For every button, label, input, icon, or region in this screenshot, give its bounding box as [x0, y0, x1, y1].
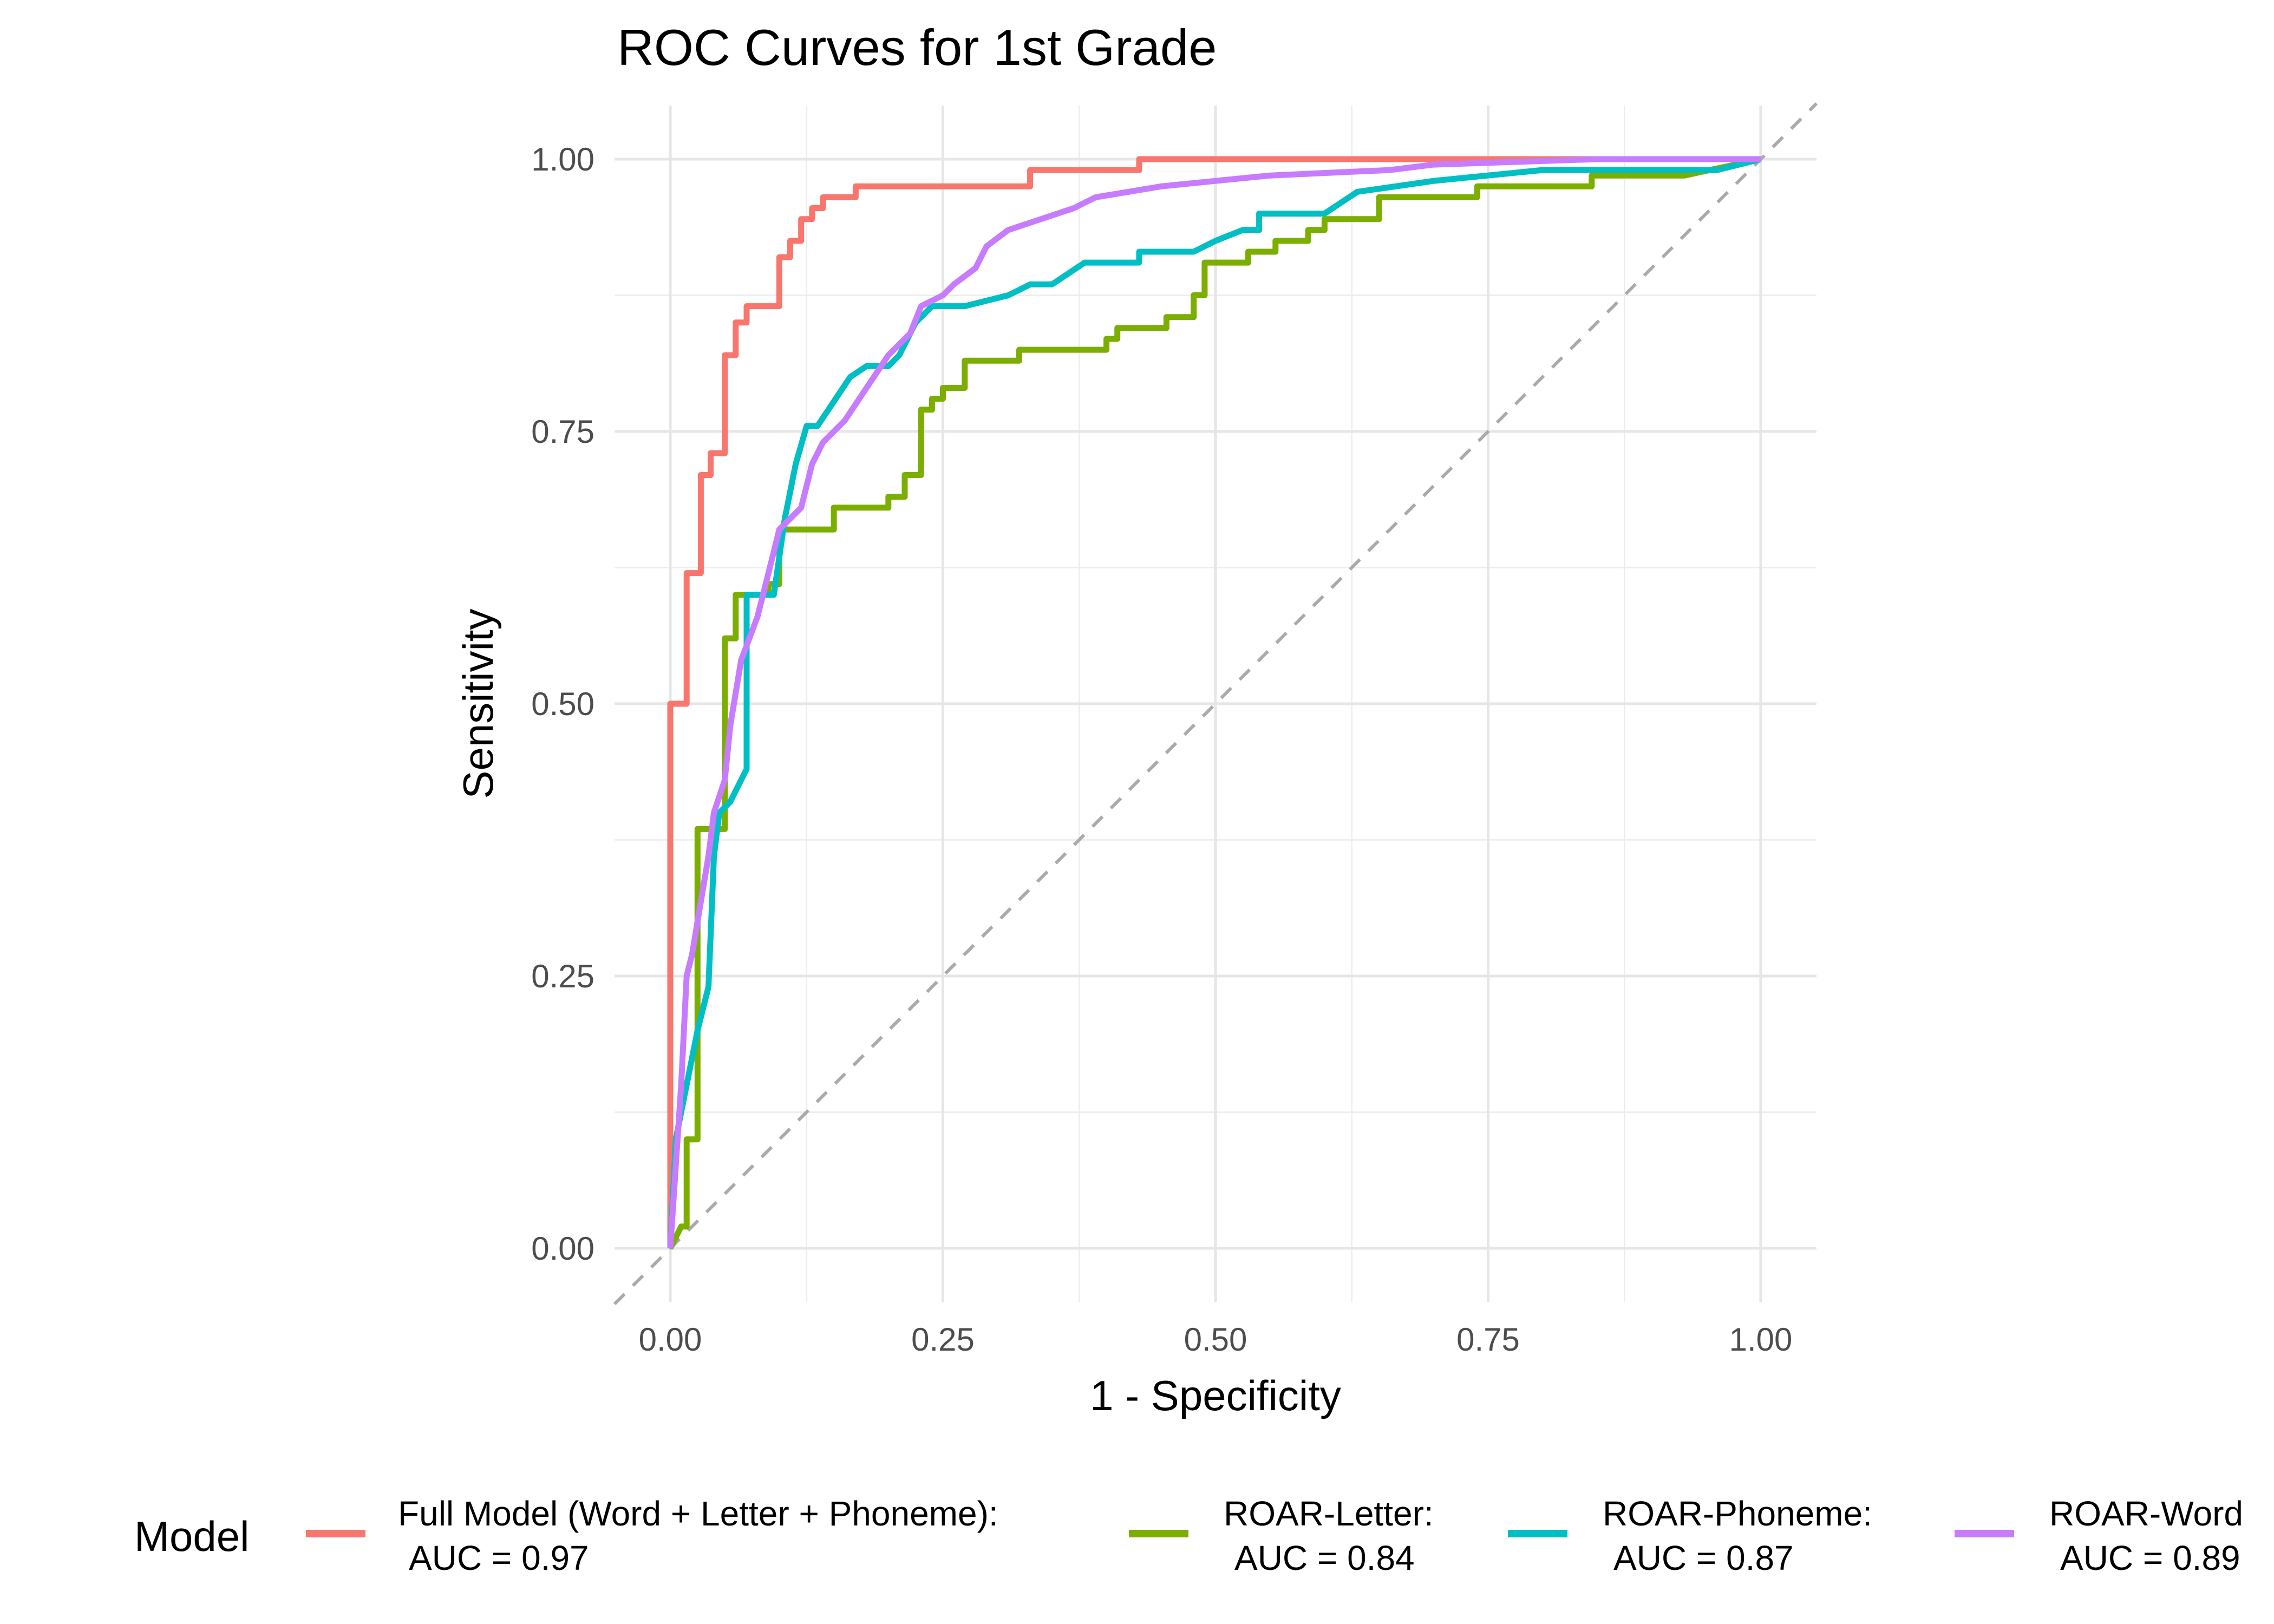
y-tick-label: 1.00: [531, 141, 594, 178]
roc-curves: [667, 156, 1762, 1250]
x-tick-label: 0.75: [1456, 1321, 1520, 1358]
legend-label: ROAR-Phoneme:: [1603, 1494, 1872, 1533]
legend-label: ROAR-Word: [2049, 1494, 2243, 1533]
legend-auc: AUC = 0.84: [1234, 1538, 1415, 1577]
legend-auc: AUC = 0.87: [1613, 1538, 1794, 1577]
y-tick-labels: 0.00 0.25 0.50 0.75 1.00: [531, 141, 594, 1267]
y-tick-label: 0.25: [531, 958, 594, 994]
y-axis-title: Sensitivity: [454, 608, 502, 798]
legend-auc: AUC = 0.97: [409, 1538, 589, 1577]
legend-title: Model: [134, 1512, 249, 1560]
roc-curve-2: [667, 156, 1762, 1249]
x-axis-title: 1 - Specificity: [1090, 1372, 1341, 1419]
x-tick-label: 1.00: [1729, 1321, 1793, 1358]
x-tick-label: 0.50: [1184, 1321, 1247, 1358]
chart-title: ROC Curves for 1st Grade: [617, 19, 1217, 76]
legend-label: ROAR-Letter:: [1224, 1494, 1434, 1533]
x-tick-label: 0.25: [911, 1321, 975, 1358]
x-tick-label: 0.00: [639, 1321, 702, 1358]
legend-auc: AUC = 0.89: [2060, 1538, 2240, 1577]
roc-curve-0: [667, 156, 1761, 1248]
y-tick-label: 0.00: [531, 1230, 594, 1267]
y-tick-label: 0.50: [531, 686, 594, 722]
y-tick-label: 0.75: [531, 414, 594, 450]
x-tick-labels: 0.00 0.25 0.50 0.75 1.00: [639, 1321, 1793, 1358]
legend-label: Full Model (Word + Letter + Phoneme):: [398, 1494, 998, 1533]
roc-curve-3: [667, 156, 1761, 1249]
diagonal-reference-line: [613, 102, 1818, 1306]
legend: Model Full Model (Word + Letter + Phonem…: [134, 1494, 2243, 1577]
roc-curve-1: [668, 156, 1762, 1250]
